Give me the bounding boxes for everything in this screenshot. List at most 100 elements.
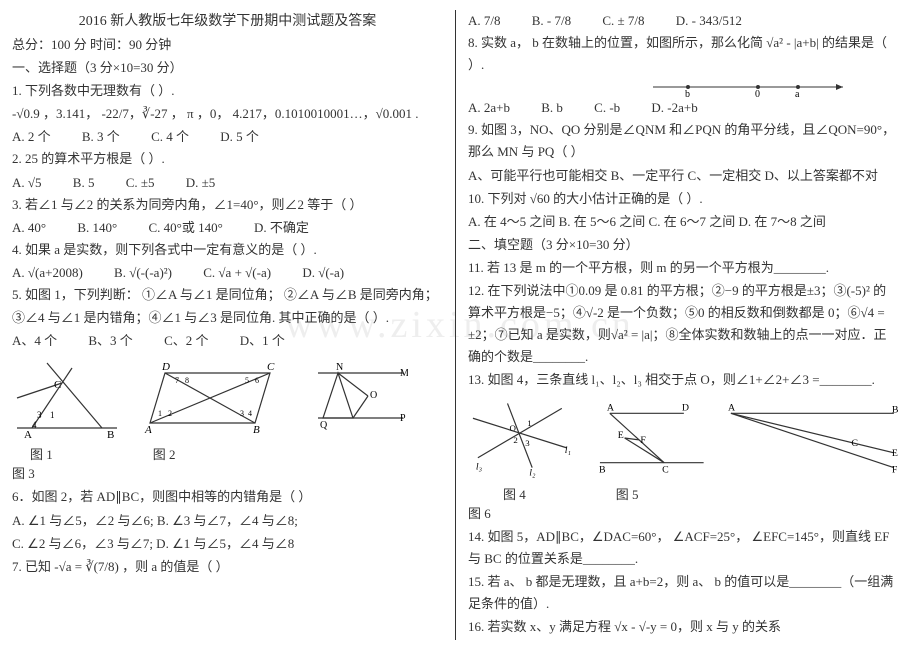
q1-b: B. 3 个 <box>82 129 120 144</box>
svg-text:l₁: l₁ <box>565 444 571 455</box>
svg-text:E: E <box>617 430 623 441</box>
q9: 9. 如图 3，NO、QO 分别是∠QNM 和∠PQN 的角平分线，且∠QON=… <box>468 119 899 163</box>
q2-b: B. 5 <box>73 175 95 190</box>
svg-text:A: A <box>606 402 614 413</box>
q2-opts: A. √5 B. 5 C. ±5 D. ±5 <box>12 172 443 194</box>
q10-opts: A. 在 4～5 之间 B. 在 5～6 之间 C. 在 6～7 之间 D. 在… <box>468 211 899 233</box>
q3-opts: A. 40° B. 140° C. 40°或 140° D. 不确定 <box>12 217 443 239</box>
svg-text:0: 0 <box>755 89 760 97</box>
q1-d: D. 5 个 <box>220 129 259 144</box>
svg-text:B: B <box>892 404 899 415</box>
fig-labels-left: 图 1 图 2 <box>30 444 443 463</box>
q1-c: C. 4 个 <box>151 129 189 144</box>
fig1-label: 图 1 <box>30 444 53 463</box>
q5-c: C、2 个 <box>164 333 208 348</box>
right-column: A. 7/8 B. - 7/8 C. ± 7/8 D. - 343/512 8.… <box>456 0 911 649</box>
svg-text:O: O <box>370 390 377 401</box>
q8-opts: A. 2a+b B. b C. -b D. -2a+b <box>468 97 899 119</box>
svg-text:3: 3 <box>37 410 42 420</box>
q7-d: D. - 343/512 <box>676 13 742 28</box>
doc-title: 2016 新人教版七年级数学下册期中测试题及答案 <box>12 10 443 30</box>
q8-b: B. b <box>541 100 563 115</box>
fig4-label: 图 4 <box>503 484 526 503</box>
figure-6: A B C E F <box>726 398 899 478</box>
q14: 14. 如图 5，AD∥BC，∠DAC=60°， ∠ACF=25°， ∠EFC=… <box>468 526 899 570</box>
svg-text:6: 6 <box>255 376 259 385</box>
svg-text:D: D <box>682 402 689 413</box>
figure-1: C 3 4 1 A B <box>12 358 122 438</box>
q2: 2. 25 的算术平方根是（ ）. <box>12 148 443 170</box>
svg-text:2: 2 <box>168 409 172 418</box>
svg-text:4: 4 <box>32 420 37 430</box>
q5: 5. 如图 1，下列判断： ①∠A 与∠1 是同位角； ②∠A 与∠B 是同旁内… <box>12 284 443 306</box>
q13: 13. 如图 4，三条直线 l₁、l₂、l₃ 相交于点 O，则∠1+∠2+∠3 … <box>468 369 899 391</box>
q5-d: D、1 个 <box>240 333 285 348</box>
q2-c: C. ±5 <box>126 175 155 190</box>
svg-text:b: b <box>685 89 690 97</box>
q5b: ③∠4 与∠1 是内错角；④∠1 与∠3 是同位角. 其中正确的是（ ）. <box>12 307 443 329</box>
q5-b-opt: B、3 个 <box>88 333 132 348</box>
svg-text:P: P <box>400 413 406 424</box>
q7-opts: A. 7/8 B. - 7/8 C. ± 7/8 D. - 343/512 <box>468 10 899 32</box>
fig-labels-right: 图 4 图 5 <box>503 484 899 503</box>
fig6-label: 图 6 <box>468 503 899 525</box>
svg-text:C: C <box>54 379 61 391</box>
q4-a: A. √(a+2008) <box>12 265 83 280</box>
fig5-label: 图 5 <box>616 484 639 503</box>
q7-c: C. ± 7/8 <box>602 13 644 28</box>
q5-opts: A、4 个 B、3 个 C、2 个 D、1 个 <box>12 330 443 352</box>
figures-right: 1 O 2 3 l₁ l₃ l₂ A D B C E F <box>468 398 899 478</box>
q7-a: A. 7/8 <box>468 13 501 28</box>
svg-text:2: 2 <box>513 434 517 444</box>
q8-a: A. 2a+b <box>468 100 510 115</box>
q3-d: D. 不确定 <box>254 220 309 235</box>
q4: 4. 如果 a 是实数，则下列各式中一定有意义的是（ ）. <box>12 239 443 261</box>
q8-d: D. -2a+b <box>651 100 697 115</box>
svg-text:E: E <box>892 447 898 458</box>
figure-3: N M O Q P <box>308 358 408 438</box>
svg-text:l₃: l₃ <box>476 461 483 472</box>
q4-opts: A. √(a+2008) B. √(-(-a)²) C. √a + √(-a) … <box>12 262 443 284</box>
q1: 1. 下列各数中无理数有（ ）. <box>12 80 443 102</box>
q8: 8. 实数 a， b 在数轴上的位置，如图所示，那么化简 √a² - |a+b|… <box>468 32 899 76</box>
figure-4: 1 O 2 3 l₁ l₃ l₂ <box>468 398 577 478</box>
svg-text:C: C <box>267 361 275 373</box>
q12: 12. 在下列说法中①0.09 是 0.81 的平方根；②−9 的平方根是±3；… <box>468 280 899 368</box>
q3-b: B. 140° <box>77 220 117 235</box>
q15: 15. 若 a、 b 都是无理数，且 a+b=2，则 a、 b 的值可以是___… <box>468 571 899 615</box>
svg-text:B: B <box>599 464 606 475</box>
number-line: b 0 a <box>648 77 848 97</box>
q4-d: D. √(-a) <box>302 265 344 280</box>
meta-line: 总分：100 分 时间：90 分钟 <box>12 34 443 56</box>
svg-text:C: C <box>662 464 669 475</box>
q4-b: B. √(-(-a)²) <box>114 265 172 280</box>
svg-text:M: M <box>400 368 408 379</box>
q4-c: C. √a + √(-a) <box>203 265 271 280</box>
svg-text:B: B <box>253 424 260 436</box>
q16: 16. 若实数 x、y 满足方程 √x - √-y = 0，则 x 与 y 的关… <box>468 616 899 638</box>
svg-text:A: A <box>144 424 152 436</box>
svg-text:O: O <box>509 423 516 433</box>
q2-d: D. ±5 <box>186 175 216 190</box>
q9-opts: A、可能平行也可能相交 B、一定平行 C、一定相交 D、以上答案都不对 <box>468 165 899 187</box>
q6b: C. ∠2 与∠6，∠3 与∠7; D. ∠1 与∠5，∠4 与∠8 <box>12 533 443 555</box>
figure-2: D C A B 7 6 5 1 2 3 4 8 <box>140 358 290 438</box>
svg-text:A: A <box>24 429 32 438</box>
q10: 10. 下列对 √60 的大小估计正确的是（ ）. <box>468 188 899 210</box>
svg-text:F: F <box>892 464 898 475</box>
svg-text:N: N <box>336 362 343 373</box>
q2-a: A. √5 <box>12 175 42 190</box>
q3-a: A. 40° <box>12 220 46 235</box>
q3: 3. 若∠1 与∠2 的关系为同旁内角，∠1=40°，则∠2 等于（ ） <box>12 194 443 216</box>
fig2-label: 图 2 <box>153 444 176 463</box>
q1-a: A. 2 个 <box>12 129 51 144</box>
q1-expr: -√0.9 ，3.141， -22/7，∛-27 ， π ，0， 4.217，0… <box>12 103 443 125</box>
section-2: 二、填空题（3 分×10=30 分） <box>468 234 899 256</box>
q5-a: A、4 个 <box>12 333 57 348</box>
svg-text:Q: Q <box>320 420 328 431</box>
page: 2016 新人教版七年级数学下册期中测试题及答案 总分：100 分 时间：90 … <box>0 0 920 649</box>
svg-text:7: 7 <box>175 376 179 385</box>
svg-text:1: 1 <box>50 410 55 420</box>
svg-text:D: D <box>161 361 170 373</box>
svg-text:3: 3 <box>240 409 244 418</box>
